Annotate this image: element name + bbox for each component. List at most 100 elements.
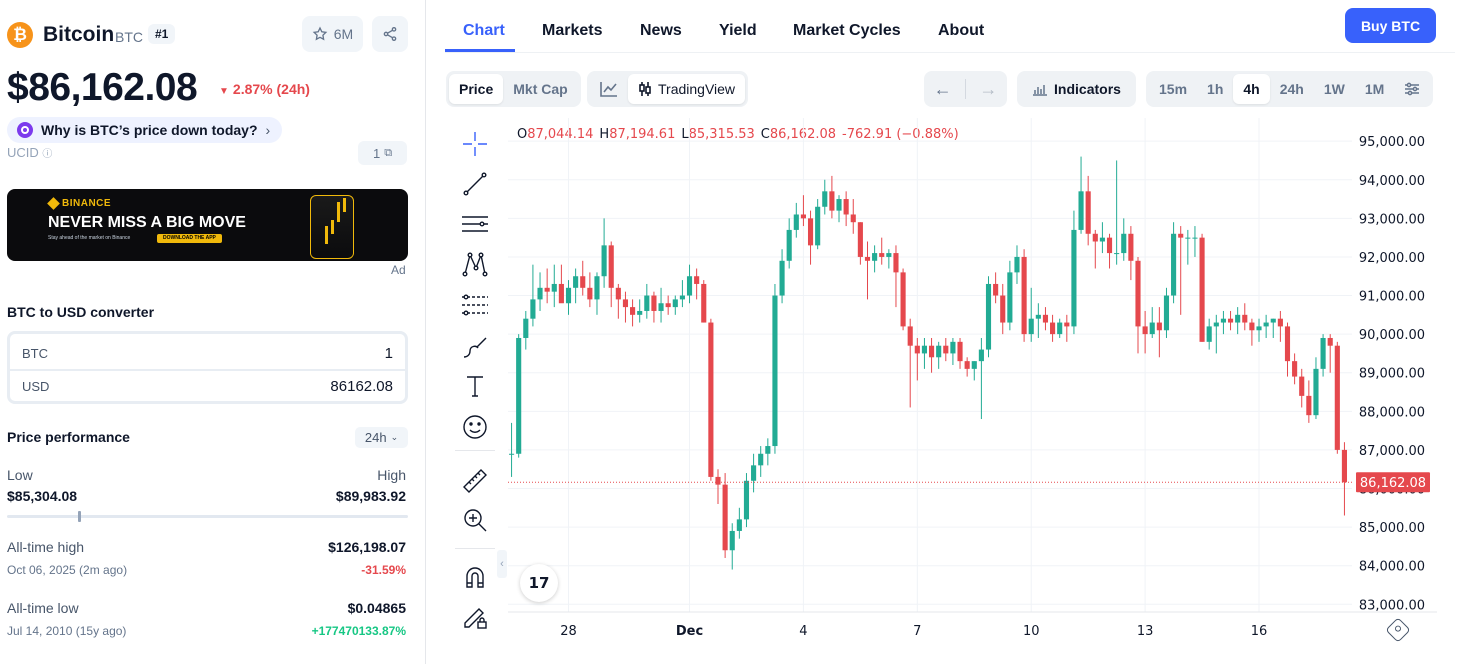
share-button[interactable]	[372, 16, 408, 52]
tradingview-toggle[interactable]: TradingView	[628, 74, 746, 104]
current-price: $86,162.08	[7, 66, 198, 109]
arrow-right-icon[interactable]: →	[979, 78, 998, 99]
low-label: Low	[7, 467, 33, 483]
candle-body-down	[879, 253, 885, 257]
ohlc-change: -762.91 (−0.88%)	[842, 127, 959, 142]
interval-1w[interactable]: 1W	[1323, 81, 1345, 97]
candle-body-up	[793, 214, 799, 230]
performance-range-bar	[7, 511, 408, 522]
arrow-left-icon[interactable]: ←	[933, 78, 952, 99]
candle-body-down	[1327, 337, 1333, 346]
candle-body-up	[872, 253, 878, 261]
ad-cta-button[interactable]: DOWNLOAD THE APP	[157, 234, 222, 243]
candle-body-down	[893, 253, 899, 273]
candle-body-up	[815, 206, 821, 246]
y-tick-label: 94,000.00	[1359, 174, 1425, 189]
indicators-button[interactable]: Indicators	[1017, 71, 1136, 107]
interval-1m[interactable]: 1M	[1364, 81, 1385, 97]
watchlist-button[interactable]: 6M	[302, 16, 363, 52]
binance-ad-banner[interactable]: BINANCE NEVER MISS A BIG MOVE Stay ahead…	[7, 189, 408, 261]
candle-body-up	[1121, 233, 1127, 254]
converter-to-row[interactable]: USD 86162.08	[10, 370, 405, 402]
why-price-down-link[interactable]: Why is BTC’s price down today? ›	[7, 117, 283, 143]
performance-period-value: 24h	[364, 430, 387, 445]
candle-body-up	[1263, 322, 1269, 327]
candle-body-up	[508, 453, 515, 455]
line-chart-toggle[interactable]	[590, 74, 628, 104]
candle-body-down	[993, 283, 999, 296]
interval-selector: 15m 1h 4h 24h 1W 1M	[1146, 71, 1434, 107]
measure-tool[interactable]	[459, 465, 491, 497]
lock-drawings-tool[interactable]	[459, 601, 491, 633]
ath-date: Oct 06, 2025 (2m ago)	[7, 563, 128, 577]
tab-chart[interactable]: Chart	[463, 22, 505, 39]
candle-body-up	[743, 480, 750, 520]
ohlc-open: O87,044.14	[517, 127, 593, 142]
candle-body-up	[765, 446, 771, 454]
chart-nav-buttons: ← →	[924, 71, 1007, 107]
converter-from-symbol: BTC	[22, 345, 48, 361]
ucid-copy-button[interactable]: 1 ⧉	[358, 141, 407, 165]
fib-tool[interactable]	[459, 208, 491, 240]
last-price-badge	[1356, 472, 1430, 493]
converter-from-input[interactable]: 1	[384, 344, 393, 362]
converter-to-input[interactable]: 86162.08	[330, 377, 393, 395]
candle-body-up	[1114, 253, 1120, 255]
tab-yield[interactable]: Yield	[719, 22, 757, 39]
tab-markets[interactable]: Markets	[542, 22, 603, 39]
interval-1h[interactable]: 1h	[1207, 81, 1224, 97]
candle-body-up	[729, 530, 735, 551]
candle-body-down	[829, 191, 835, 211]
candle-body-up	[1014, 256, 1020, 273]
candle-body-up	[530, 299, 536, 319]
performance-period-select[interactable]: 24h ⌄	[355, 427, 408, 448]
candle-body-down	[1306, 395, 1312, 416]
zoom-tool[interactable]	[459, 504, 491, 536]
x-tick-label: 28	[560, 624, 577, 639]
smiley-icon	[463, 415, 487, 439]
interval-15m[interactable]: 15m	[1159, 81, 1188, 97]
price-toggle[interactable]: Price	[449, 74, 504, 104]
collapse-toolbar-button[interactable]: ‹	[497, 550, 507, 578]
text-icon	[467, 376, 483, 397]
interval-4h[interactable]: 4h	[1233, 74, 1270, 104]
pattern-tool[interactable]	[459, 248, 491, 280]
atl-date: Jul 14, 2010 (15y ago)	[7, 624, 127, 638]
projection-tool[interactable]	[459, 289, 491, 321]
candle-body-down	[1050, 322, 1056, 335]
candle-body-down	[1334, 345, 1340, 450]
magnet-tool[interactable]	[459, 561, 491, 593]
interval-24h[interactable]: 24h	[1279, 81, 1304, 97]
candle-body-up	[551, 283, 557, 292]
tab-market-cycles[interactable]: Market Cycles	[793, 22, 901, 39]
crosshair-tool[interactable]	[459, 128, 491, 160]
tab-news[interactable]: News	[640, 22, 682, 39]
x-tick-label: 4	[799, 624, 807, 639]
tradingview-logo-icon[interactable]: 17	[520, 564, 558, 602]
y-tick-label: 83,000.00	[1359, 598, 1425, 613]
brush-tool[interactable]	[459, 331, 491, 363]
text-tool[interactable]	[459, 370, 491, 402]
candle-body-up	[886, 253, 892, 257]
emoji-tool[interactable]	[459, 411, 491, 443]
candlestick-icon	[639, 82, 651, 96]
trendline-tool[interactable]	[459, 167, 491, 199]
candle-body-up	[1171, 233, 1177, 296]
candle-body-down	[1277, 318, 1283, 327]
converter-from-row[interactable]: BTC 1	[10, 337, 405, 369]
candle-body-up	[736, 519, 742, 531]
candle-body-up	[921, 345, 928, 354]
chevron-right-icon: ›	[265, 122, 271, 138]
tab-about[interactable]: About	[938, 22, 985, 39]
caret-down-icon: ▼	[219, 86, 229, 97]
candle-body-up	[822, 191, 828, 207]
mktcap-toggle[interactable]: Mkt Cap	[513, 81, 568, 97]
candle-body-down	[857, 222, 863, 257]
x-tick-label: 16	[1251, 624, 1268, 639]
buy-btc-button[interactable]: Buy BTC	[1345, 8, 1436, 43]
candle-body-up	[1007, 272, 1013, 323]
chart-settings-button[interactable]	[1394, 74, 1430, 104]
atl-value: $0.04865	[347, 600, 406, 616]
ai-sparkle-icon	[17, 122, 33, 138]
